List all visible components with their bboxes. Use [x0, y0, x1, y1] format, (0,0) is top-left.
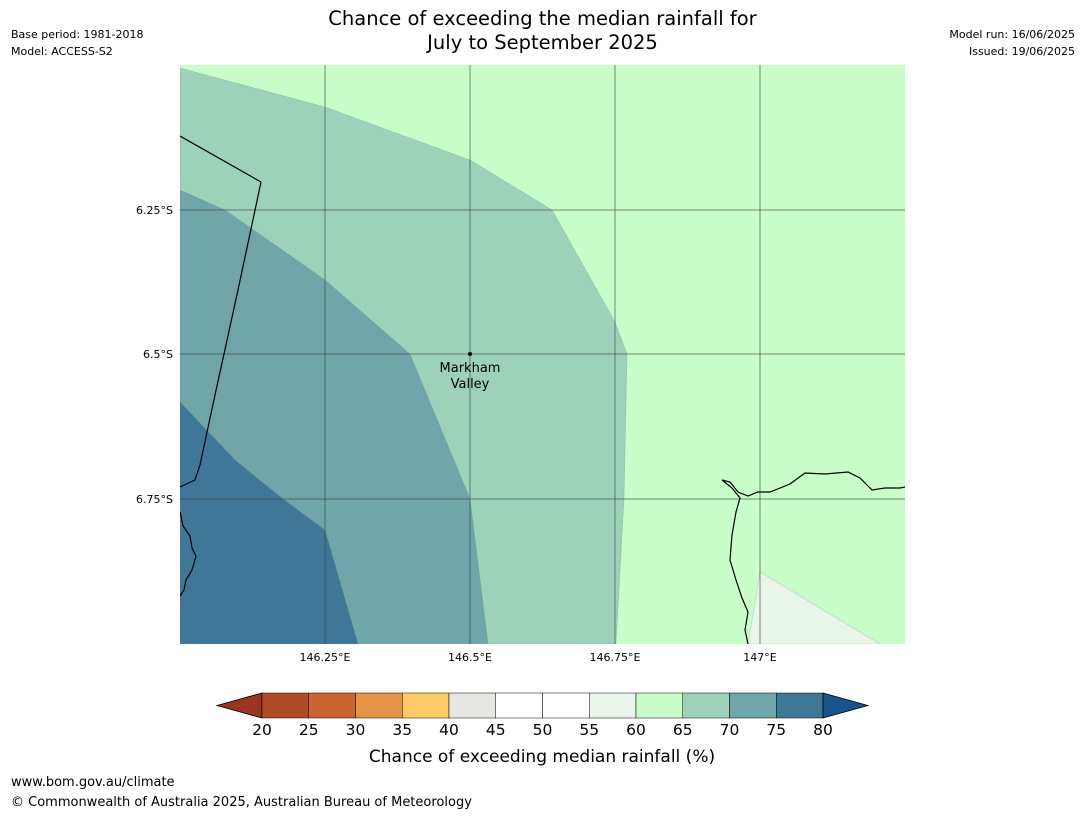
lat-label-6-25: 6.25°S	[136, 204, 173, 217]
place-label-line-1: Markham	[440, 361, 501, 376]
region-55-60	[747, 571, 881, 644]
colorbar-swatch	[542, 692, 590, 719]
colorbar-extend-low	[215, 692, 263, 719]
map-title: Chance of exceeding the median rainfall …	[0, 7, 1085, 55]
colorbar-tick-label: 65	[673, 721, 693, 739]
colorbar-swatch	[589, 692, 637, 719]
colorbar-swatch	[729, 692, 777, 719]
issued-text: Issued: 19/06/2025	[968, 45, 1075, 58]
lon-label-146-25: 146.25°E	[300, 651, 351, 664]
colorbar-tick-label: 20	[252, 721, 272, 739]
colorbar-tick-label: 70	[720, 721, 740, 739]
colorbar-tick-label: 60	[626, 721, 646, 739]
colorbar-swatch	[448, 692, 496, 719]
colorbar-swatch	[355, 692, 403, 719]
colorbar-tick-label: 40	[439, 721, 459, 739]
colorbar-swatch	[402, 692, 450, 719]
lat-label-6-75: 6.75°S	[136, 493, 173, 506]
header-meta-right: Model run: 16/06/2025 Issued: 19/06/2025	[949, 26, 1075, 60]
model-run-text: Model run: 16/06/2025	[949, 28, 1075, 41]
footer-copyright: © Commonwealth of Australia 2025, Austra…	[11, 795, 472, 810]
colorbar-tick-label: 50	[533, 721, 553, 739]
colorbar-tick-label: 75	[766, 721, 786, 739]
lat-label-6-5: 6.5°S	[143, 348, 173, 361]
colorbar-title: Chance of exceeding median rainfall (%)	[369, 747, 715, 767]
colorbar-swatch	[635, 692, 683, 719]
colorbar-tick-label: 55	[579, 721, 599, 739]
map-area: Markham Valley	[180, 65, 905, 644]
colorbar-tick-label: 25	[299, 721, 319, 739]
colorbar-tick-label: 80	[813, 721, 833, 739]
title-line-1: Chance of exceeding the median rainfall …	[328, 7, 757, 30]
colorbar-extend-high	[822, 692, 870, 719]
markham-valley-marker	[468, 352, 472, 356]
header-meta-left: Base period: 1981-2018 Model: ACCESS-S2	[11, 26, 143, 60]
colorbar-tick-label: 35	[392, 721, 412, 739]
colorbar-swatch	[776, 692, 824, 719]
colorbar-tick-label: 45	[486, 721, 506, 739]
colorbar: 20 25 30 35 40 45 50 55 60 65 70 75 80	[215, 692, 870, 739]
lon-label-146-5: 146.5°E	[448, 651, 492, 664]
model-text: Model: ACCESS-S2	[11, 45, 113, 58]
place-label-line-2: Valley	[451, 377, 490, 392]
colorbar-swatch	[261, 692, 309, 719]
lon-label-147: 147°E	[743, 651, 776, 664]
colorbar-swatch	[682, 692, 730, 719]
colorbar-tick-label: 30	[346, 721, 366, 739]
base-period-text: Base period: 1981-2018	[11, 28, 144, 41]
lon-label-146-75: 146.75°E	[590, 651, 641, 664]
colorbar-swatch	[495, 692, 543, 719]
footer-url: www.bom.gov.au/climate	[11, 775, 175, 790]
colorbar-swatch	[308, 692, 356, 719]
coastline	[180, 135, 905, 644]
title-line-2: July to September 2025	[427, 31, 658, 54]
